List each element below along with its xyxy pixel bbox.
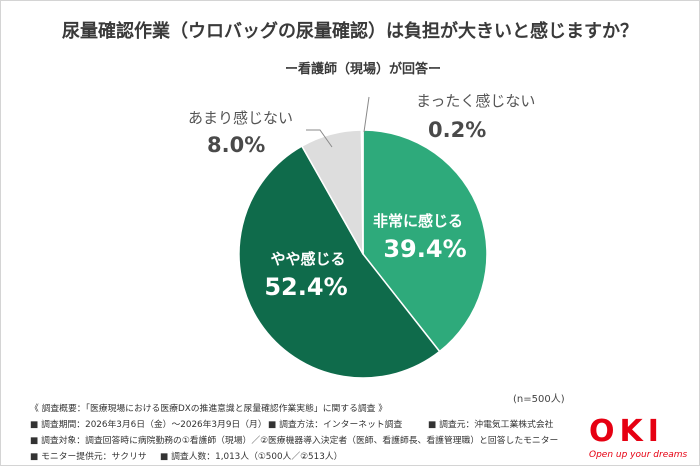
slice-label-somewhat: やや感じる bbox=[270, 250, 345, 268]
logo-tagline: Open up your dreams bbox=[589, 450, 688, 460]
slice-value-somewhat: 52.4% bbox=[264, 273, 347, 301]
slice-value-not-at-all: 0.2% bbox=[428, 118, 486, 142]
chart-title: 尿量確認作業（ウロバッグの尿量確認）は負担が大きいと感じますか？ bbox=[62, 21, 638, 42]
survey-provider: ■ モニター提供元：サクリサ bbox=[30, 452, 147, 462]
slice-label-not-at-all: まったく感じない bbox=[416, 92, 535, 110]
pie-slice-not-at-all bbox=[360, 129, 364, 255]
slice-label-very-much: 非常に感じる bbox=[373, 212, 463, 230]
survey-overview: 《 調査概要：「医療現場における医療DXの推進意識と尿量確認作業実態」に関する調… bbox=[30, 404, 388, 414]
survey-target: ■ 調査対象：調査回答時に病院勤務の①看護師（現場）／②医療機器導入決定者（医師… bbox=[30, 436, 559, 446]
leader-line-not-at-all bbox=[363, 96, 370, 133]
survey-method: ■ 調査方法：インターネット調査 bbox=[268, 420, 403, 430]
slice-value-very-much: 39.4% bbox=[383, 235, 466, 263]
pie-slice-somewhat bbox=[238, 145, 441, 379]
survey-period: ■ 調査期間：2026年3月6日（金）～2026年3月9日（月） bbox=[30, 420, 267, 430]
survey-respondents: ■ 調査人数：1,013人（①500人／②513人） bbox=[160, 452, 343, 462]
slice-value-not-much: 8.0% bbox=[207, 133, 265, 157]
survey-source: ■ 調査元：沖電気工業株式会社 bbox=[428, 420, 554, 430]
slice-label-not-much: あまり感じない bbox=[188, 109, 293, 127]
sample-size-note: (n=500人) bbox=[513, 393, 565, 405]
pie-slice-very-much bbox=[362, 129, 488, 353]
chart-subtitle: ー看護師（現場）が回答ー bbox=[284, 62, 441, 77]
leader-line-not-much bbox=[306, 129, 333, 148]
oki-logo: OKI bbox=[589, 414, 664, 449]
pie-slices bbox=[238, 129, 488, 379]
